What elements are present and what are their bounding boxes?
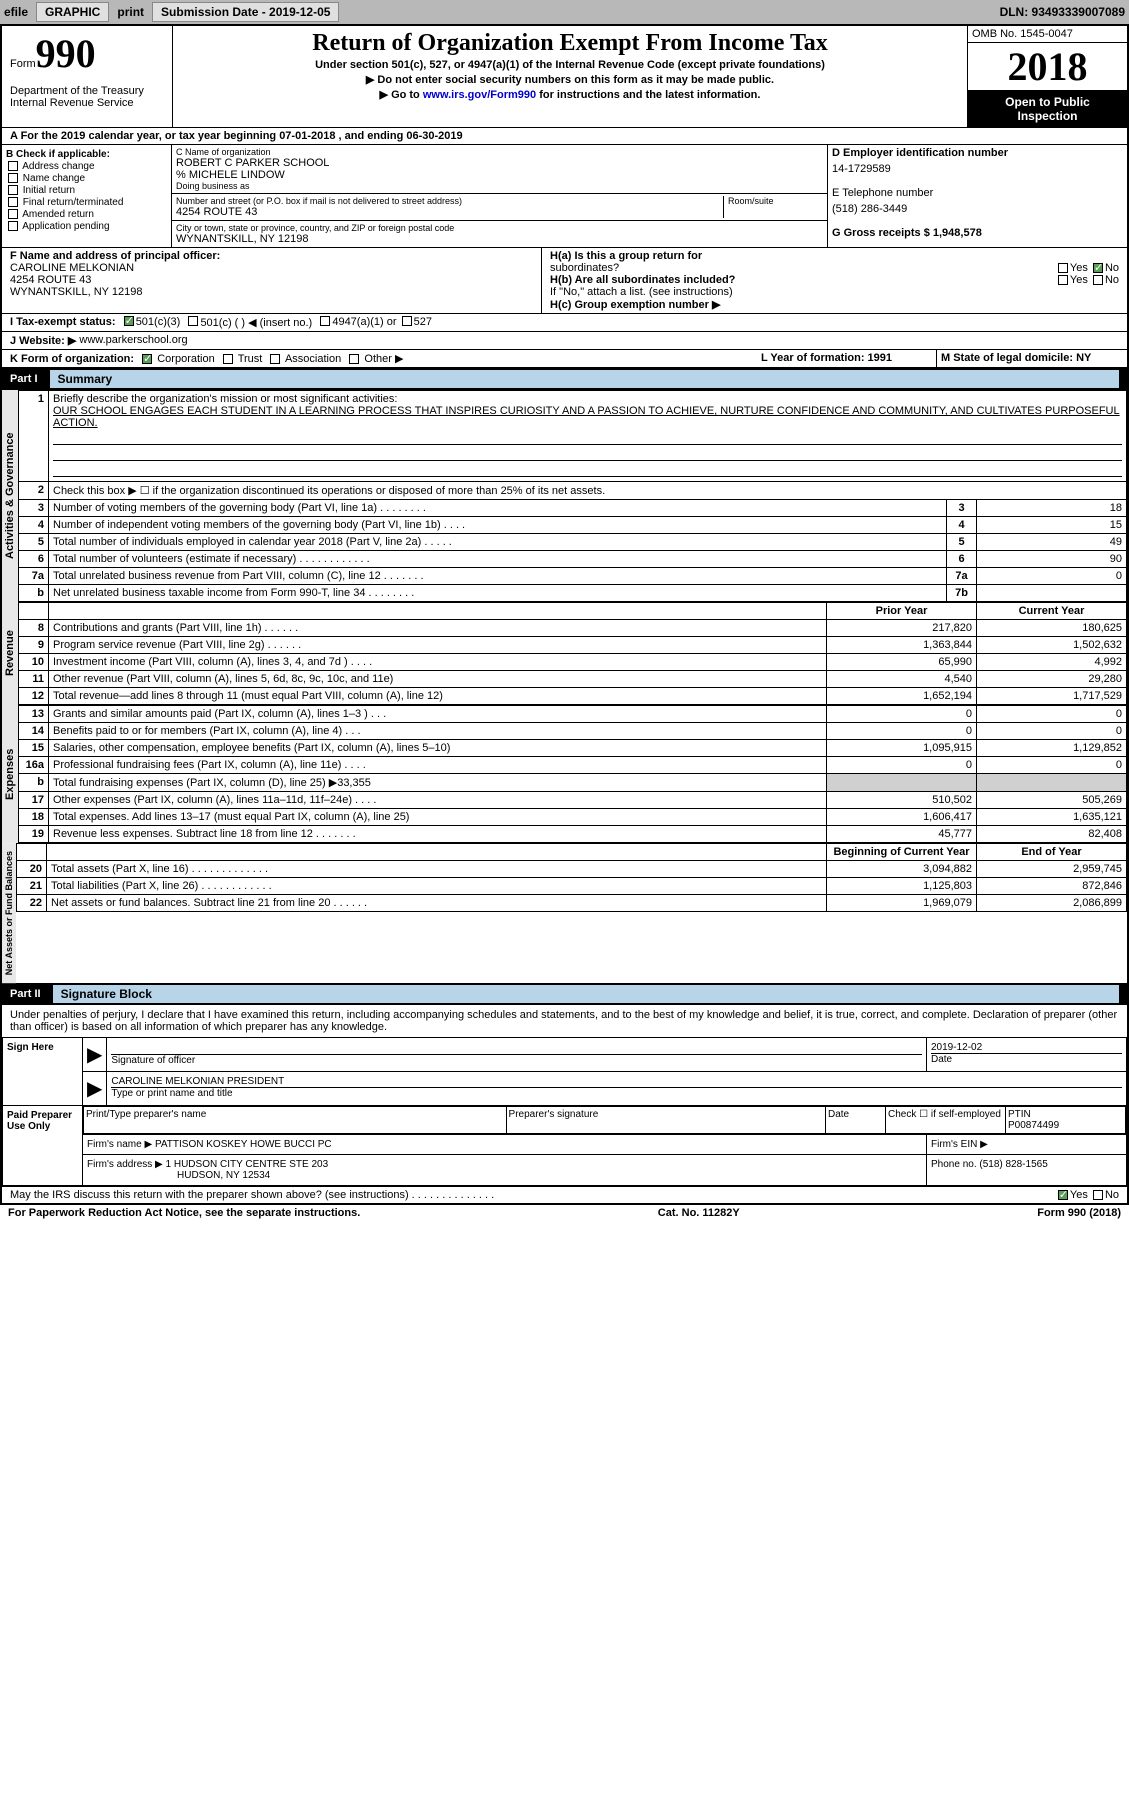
trust-checkbox[interactable] (223, 354, 233, 364)
governance-table: 1 Briefly describe the organization's mi… (18, 390, 1127, 602)
print-label[interactable]: print (117, 5, 144, 19)
catalog-number: Cat. No. 11282Y (658, 1207, 740, 1219)
top-toolbar: efile GRAPHIC print Submission Date - 20… (0, 0, 1129, 24)
care-of: % MICHELE LINDOW (176, 169, 823, 181)
line4-value: 15 (977, 517, 1127, 534)
form-number: 990 (36, 31, 96, 76)
form-header: Form990 Department of the Treasury Inter… (2, 26, 1127, 128)
form-title-block: Return of Organization Exempt From Incom… (173, 26, 967, 127)
revenue-label: Revenue (2, 602, 18, 705)
hb-no-checkbox[interactable] (1093, 275, 1103, 285)
discuss-row: May the IRS discuss this return with the… (2, 1186, 1127, 1203)
paid-preparer-label: Paid Preparer Use Only (3, 1106, 83, 1186)
expenses-label: Expenses (2, 705, 18, 843)
state-domicile: M State of legal domicile: NY (937, 350, 1127, 367)
part1-header: Part I Summary (2, 368, 1127, 390)
sig-date: 2019-12-02 (931, 1042, 1122, 1053)
line6-value: 90 (977, 551, 1127, 568)
website-row: J Website: ▶ www.parkerschool.org (2, 332, 1127, 350)
paperwork-notice: For Paperwork Reduction Act Notice, see … (8, 1207, 360, 1219)
tax-year: 2018 (968, 43, 1127, 91)
tax-status-row: I Tax-exempt status: 501(c)(3) 501(c) ( … (2, 314, 1127, 332)
website-url: www.parkerschool.org (79, 334, 187, 347)
officer-name: CAROLINE MELKONIAN (10, 262, 533, 274)
irs-link[interactable]: www.irs.gov/Form990 (423, 89, 536, 101)
501c-checkbox[interactable] (188, 316, 198, 326)
name-address-block: C Name of organization ROBERT C PARKER S… (172, 145, 827, 247)
governance-label: Activities & Governance (2, 390, 18, 602)
right-header-box: OMB No. 1545-0047 2018 Open to Public In… (967, 26, 1127, 127)
other-checkbox[interactable] (349, 354, 359, 364)
part2-header: Part II Signature Block (2, 983, 1127, 1005)
expenses-table: 13Grants and similar amounts paid (Part … (18, 705, 1127, 843)
form-subtitle: Under section 501(c), 527, or 4947(a)(1)… (177, 59, 963, 71)
form-990: Form990 Department of the Treasury Inter… (0, 24, 1129, 1205)
firm-name: PATTISON KOSKEY HOWE BUCCI PC (155, 1139, 332, 1150)
period-row: A For the 2019 calendar year, or tax yea… (2, 128, 1127, 145)
form-word: Form (10, 58, 36, 70)
netassets-table: Beginning of Current YearEnd of Year 20T… (16, 843, 1127, 912)
ha-no-checkbox[interactable] (1093, 263, 1103, 273)
firm-address2: HUDSON, NY 12534 (177, 1170, 270, 1181)
form-note2: ▶ Go to www.irs.gov/Form990 for instruct… (177, 88, 963, 101)
final-return-checkbox[interactable] (8, 197, 18, 207)
address-change-checkbox[interactable] (8, 161, 18, 171)
revenue-table: Prior YearCurrent Year 8Contributions an… (18, 602, 1127, 705)
501c3-checkbox[interactable] (124, 316, 134, 326)
signature-table: Sign Here ▶ Signature of officer 2019-12… (2, 1037, 1127, 1186)
street-address: 4254 ROUTE 43 (176, 206, 723, 218)
k-row: K Form of organization: Corporation Trus… (2, 350, 1127, 368)
ein-phone-block: D Employer identification number 14-1729… (827, 145, 1127, 247)
omb-number: OMB No. 1545-0047 (968, 26, 1127, 43)
line3-value: 18 (977, 500, 1127, 517)
submission-date-button[interactable]: Submission Date - 2019-12-05 (152, 2, 339, 22)
dln-label: DLN: 93493339007089 (1000, 5, 1125, 19)
firm-phone: Phone no. (518) 828-1565 (927, 1155, 1127, 1186)
discuss-yes-checkbox[interactable] (1058, 1190, 1068, 1200)
officer-street: 4254 ROUTE 43 (10, 274, 533, 286)
city-state-zip: WYNANTSKILL, NY 12198 (176, 233, 823, 245)
hb-yes-checkbox[interactable] (1058, 275, 1068, 285)
discuss-no-checkbox[interactable] (1093, 1190, 1103, 1200)
phone-value: (518) 286-3449 (832, 203, 1123, 215)
gross-receipts: G Gross receipts $ 1,948,578 (832, 227, 1123, 239)
sign-here-label: Sign Here (3, 1038, 83, 1106)
line5-value: 49 (977, 534, 1127, 551)
year-formation: L Year of formation: 1991 (757, 350, 937, 367)
open-public-badge: Open to Public Inspection (968, 91, 1127, 127)
graphic-button[interactable]: GRAPHIC (36, 2, 109, 22)
penalty-statement: Under penalties of perjury, I declare th… (2, 1005, 1127, 1037)
section-b-checkboxes: B Check if applicable: Address change Na… (2, 145, 172, 247)
ein-value: 14-1729589 (832, 163, 1123, 175)
corp-checkbox[interactable] (142, 354, 152, 364)
firm-address1: 1 HUDSON CITY CENTRE STE 203 (166, 1159, 329, 1170)
netassets-label: Net Assets or Fund Balances (2, 843, 16, 983)
org-name: ROBERT C PARKER SCHOOL (176, 157, 823, 169)
assoc-checkbox[interactable] (270, 354, 280, 364)
form-note1: ▶ Do not enter social security numbers o… (177, 73, 963, 86)
application-pending-checkbox[interactable] (8, 221, 18, 231)
officer-city: WYNANTSKILL, NY 12198 (10, 286, 533, 298)
line7a-value: 0 (977, 568, 1127, 585)
efile-label: efile (4, 5, 28, 19)
entity-info-row: B Check if applicable: Address change Na… (2, 145, 1127, 248)
line7b-value (977, 585, 1127, 602)
form-title: Return of Organization Exempt From Incom… (177, 30, 963, 57)
ptin-value: P00874499 (1008, 1120, 1123, 1131)
amended-return-checkbox[interactable] (8, 209, 18, 219)
officer-row: F Name and address of principal officer:… (2, 248, 1127, 314)
ha-yes-checkbox[interactable] (1058, 263, 1068, 273)
form-footer: Form 990 (2018) (1037, 1207, 1121, 1219)
page-footer: For Paperwork Reduction Act Notice, see … (0, 1205, 1129, 1221)
527-checkbox[interactable] (402, 316, 412, 326)
name-change-checkbox[interactable] (8, 173, 18, 183)
initial-return-checkbox[interactable] (8, 185, 18, 195)
4947-checkbox[interactable] (320, 316, 330, 326)
mission-text: OUR SCHOOL ENGAGES EACH STUDENT IN A LEA… (53, 405, 1122, 429)
officer-sig-name: CAROLINE MELKONIAN PRESIDENT (111, 1076, 1122, 1087)
dept-treasury: Department of the Treasury Internal Reve… (2, 81, 172, 113)
